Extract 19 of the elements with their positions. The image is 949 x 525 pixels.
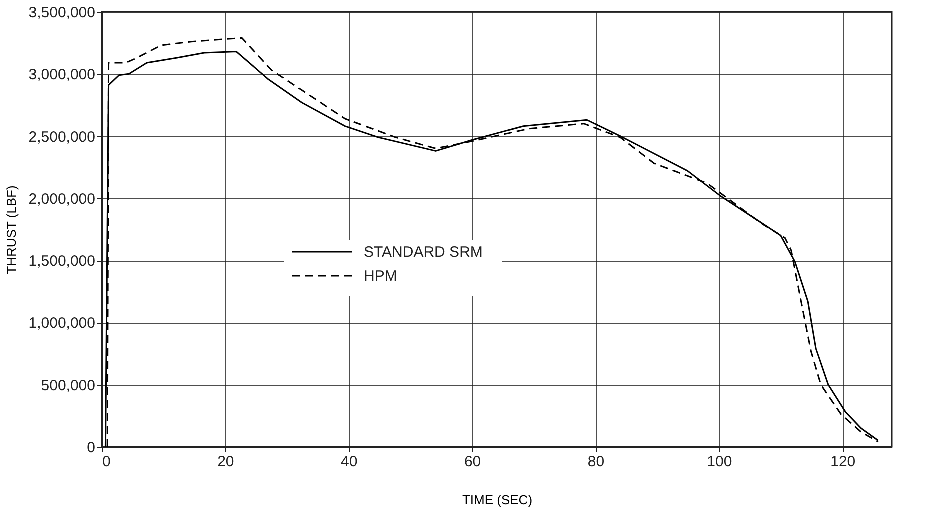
x-tick-label: 0 [102,454,111,470]
y-tick-label: 500,000 [41,377,96,394]
y-axis-title: THRUST (LBF) [4,186,19,274]
x-tick-label: 20 [218,454,234,470]
x-axis-title: TIME (SEC) [462,492,533,508]
x-tick-label: 100 [707,454,732,470]
y-tick-label: 2,500,000 [28,128,96,146]
y-tick-label: 3,500,000 [28,4,96,22]
x-tick-label: 40 [341,454,358,470]
y-tick-label: 2,000,000 [28,190,96,208]
y-tick-label: 1,000,000 [28,315,96,332]
x-tick-label: 80 [588,454,605,470]
legend-label: HPM [364,268,398,285]
legend-label: STANDARD SRM [364,244,483,261]
y-tick-label: 0 [87,440,96,456]
y-tick-label: 3,000,000 [28,66,96,84]
x-tick-label: 60 [464,454,482,470]
x-tick-label: 120 [830,454,856,470]
y-tick-label: 1,500,000 [28,253,96,270]
